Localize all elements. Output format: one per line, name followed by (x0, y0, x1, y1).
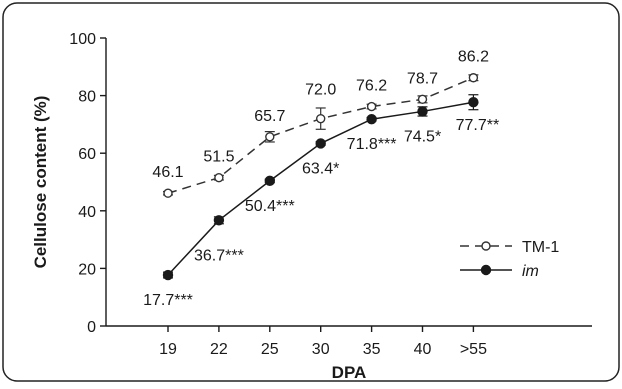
x-tick-label: 22 (210, 341, 228, 358)
legend-label: im (522, 263, 539, 280)
legend: TM-1 im (460, 239, 559, 280)
data-point (468, 73, 479, 83)
data-point (417, 106, 428, 117)
data-label: 72.0 (305, 82, 336, 99)
data-label: 17.7*** (143, 292, 193, 309)
data-label: 78.7 (407, 70, 438, 87)
data-point (265, 132, 275, 142)
x-tick-label: 35 (363, 341, 381, 358)
data-label: 77.7** (456, 117, 500, 134)
data-point (213, 215, 225, 226)
data-point (214, 172, 224, 183)
y-axis-title: Cellulose content (%) (31, 96, 50, 269)
legend-label: TM-1 (522, 239, 559, 256)
data-label: 76.2 (356, 78, 387, 95)
x-tick-label: 40 (414, 341, 432, 358)
data-point (468, 97, 479, 108)
data-point (162, 269, 174, 281)
x-tick-label: 19 (159, 341, 177, 358)
y-tick-label: 20 (78, 261, 96, 278)
data-point (163, 188, 173, 198)
data-label: 51.5 (203, 149, 234, 166)
data-label: 46.1 (152, 164, 183, 181)
data-point (315, 138, 326, 149)
data-labels: 46.1 51.5 65.7 72.0 76.2 78.7 86.2 17.7*** 36.7*… (143, 49, 499, 309)
chart-border (2, 2, 620, 382)
data-point (316, 113, 326, 124)
data-point (366, 101, 377, 112)
data-point (417, 94, 428, 105)
x-tick-label: 25 (261, 341, 279, 358)
data-label: 36.7*** (194, 247, 244, 264)
data-label: 86.2 (458, 49, 489, 66)
series-layer (162, 73, 479, 281)
y-tick-label: 80 (78, 89, 96, 106)
data-label: 50.4*** (245, 198, 295, 215)
data-label: 71.8*** (347, 136, 397, 153)
x-tick-label: >55 (460, 341, 487, 358)
y-tick-label: 40 (78, 204, 96, 221)
y-tick-label: 60 (78, 146, 96, 163)
y-tick-label: 0 (87, 319, 96, 336)
data-point (264, 175, 275, 187)
data-point (366, 114, 377, 125)
legend-swatch-marker (481, 241, 491, 251)
legend-swatch-marker (480, 264, 492, 276)
data-label: 63.4* (302, 160, 339, 177)
x-axis-title: DPA (332, 363, 367, 382)
x-tick-label: 30 (312, 341, 330, 358)
axes: 0 20 40 60 80 100 19 22 25 30 35 40 >55 (69, 31, 592, 358)
data-label: 65.7 (254, 108, 285, 125)
data-label: 74.5* (404, 128, 441, 145)
y-tick-label: 100 (69, 31, 96, 48)
